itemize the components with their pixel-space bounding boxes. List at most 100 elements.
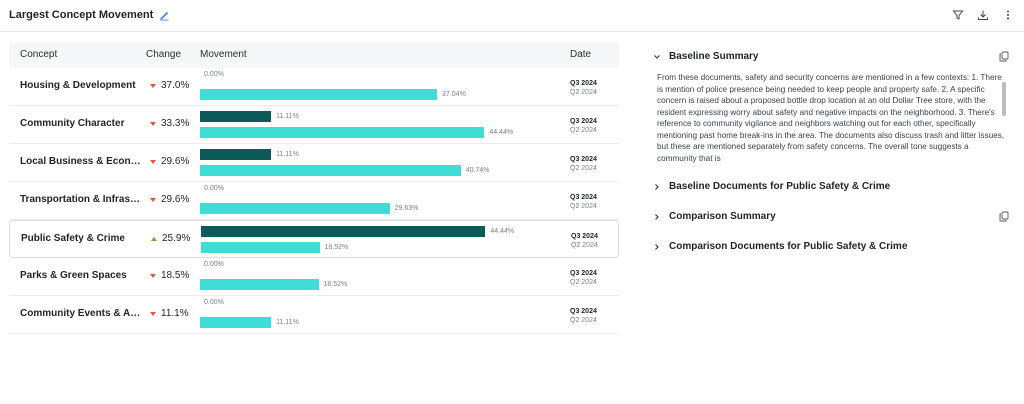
- baseline-summary-text: From these documents, safety and securit…: [657, 73, 1005, 163]
- baseline-bar-label: 0.00%: [204, 185, 224, 192]
- arrow-down-icon: [150, 197, 156, 202]
- concept-name: Community Character: [20, 118, 125, 129]
- date-secondary: Q2 2024: [570, 165, 597, 172]
- chevron-right-icon[interactable]: [653, 183, 661, 191]
- table-row[interactable]: Transportation & Infrastructure 29.6% 0.00…: [9, 182, 619, 220]
- movement-bars: 0.00% 29.63%: [200, 182, 560, 220]
- date-cell: Q3 2024 Q2 2024: [570, 155, 597, 173]
- change-cell: 29.6%: [150, 156, 189, 167]
- comparison-bar-label: 18.52%: [323, 281, 348, 288]
- chevron-right-icon[interactable]: [653, 213, 661, 221]
- movement-bars: 11.11% 40.74%: [200, 144, 560, 182]
- comparison-bar[interactable]: [200, 203, 390, 214]
- baseline-summary-section[interactable]: Baseline Summary: [644, 42, 1016, 72]
- change-cell: 29.6%: [150, 194, 189, 205]
- movement-bars: 0.00% 11.11%: [200, 296, 560, 334]
- date-cell: Q3 2024 Q2 2024: [570, 117, 597, 135]
- change-value: 11.1%: [161, 308, 189, 319]
- table-row[interactable]: Community Events & Activities 11.1% 0.00% 1…: [9, 296, 619, 334]
- pencil-icon[interactable]: [159, 10, 170, 21]
- table-row[interactable]: Public Safety & Crime 25.9% 44.44% 18.52% Q3…: [9, 220, 619, 258]
- change-cell: 25.9%: [151, 233, 190, 244]
- concept-name: Transportation & Infrastructure: [20, 194, 142, 205]
- baseline-bar-label: 11.11%: [276, 113, 299, 120]
- widget-title: Largest Concept Movement: [9, 9, 154, 21]
- comparison-summary-section[interactable]: Comparison Summary: [644, 202, 1016, 232]
- movement-bars: 44.44% 18.52%: [201, 221, 561, 259]
- baseline-bar-label: 44.44%: [490, 228, 515, 235]
- copy-icon[interactable]: [999, 211, 1009, 222]
- comparison-summary-title[interactable]: Comparison Summary: [669, 211, 776, 222]
- arrow-down-icon: [150, 121, 156, 126]
- widget-header: Largest Concept Movement: [0, 0, 1024, 32]
- column-header-movement[interactable]: Movement: [200, 49, 247, 60]
- date-cell: Q3 2024 Q2 2024: [570, 307, 597, 325]
- baseline-bar[interactable]: [201, 226, 486, 237]
- title-wrap: Largest Concept Movement: [9, 9, 170, 21]
- header-actions: [952, 9, 1014, 21]
- date-primary: Q3 2024: [570, 308, 597, 315]
- baseline-bar-label: 11.11%: [276, 151, 299, 158]
- date-primary: Q3 2024: [570, 156, 597, 163]
- arrow-down-icon: [150, 159, 156, 164]
- chevron-right-icon[interactable]: [653, 243, 661, 251]
- table-row[interactable]: Housing & Development 37.0% 0.00% 37.04% Q3 …: [9, 68, 619, 106]
- baseline-bar[interactable]: [200, 111, 272, 122]
- baseline-summary-title[interactable]: Baseline Summary: [669, 51, 759, 62]
- column-header-change[interactable]: Change: [146, 49, 182, 60]
- movement-bars: 0.00% 18.52%: [200, 258, 560, 296]
- comparison-bar[interactable]: [200, 317, 272, 328]
- table-row[interactable]: Parks & Green Spaces 18.5% 0.00% 18.52% Q3 2…: [9, 258, 619, 296]
- concept-name: Community Events & Activities: [20, 308, 142, 319]
- change-value: 18.5%: [161, 270, 190, 281]
- table-row[interactable]: Community Character 33.3% 11.11% 44.44% Q3 2…: [9, 106, 619, 144]
- column-header-concept[interactable]: Concept: [20, 49, 58, 60]
- date-cell: Q3 2024 Q2 2024: [570, 269, 597, 287]
- more-vertical-icon[interactable]: [1002, 9, 1014, 21]
- comparison-documents-section[interactable]: Comparison Documents for Public Safety &…: [644, 232, 1016, 262]
- comparison-bar[interactable]: [200, 127, 485, 138]
- comparison-bar-label: 11.11%: [276, 319, 299, 326]
- movement-bars: 0.00% 37.04%: [200, 68, 560, 106]
- comparison-documents-title[interactable]: Comparison Documents for Public Safety &…: [669, 241, 908, 252]
- change-value: 25.9%: [162, 233, 191, 244]
- baseline-bar[interactable]: [200, 149, 272, 160]
- comparison-bar[interactable]: [201, 242, 320, 253]
- comparison-bar[interactable]: [200, 89, 438, 100]
- baseline-documents-title[interactable]: Baseline Documents for Public Safety & C…: [669, 181, 891, 192]
- concept-name: Housing & Development: [20, 80, 136, 91]
- date-primary: Q3 2024: [571, 233, 598, 240]
- table-header: Concept Change Movement Date: [9, 42, 619, 68]
- detail-panel: Baseline Summary From these documents, s…: [644, 42, 1016, 262]
- summary-scrollbar[interactable]: [1002, 82, 1006, 116]
- comparison-bar[interactable]: [200, 165, 461, 176]
- date-cell: Q3 2024 Q2 2024: [570, 193, 597, 211]
- download-icon[interactable]: [977, 9, 989, 21]
- arrow-down-icon: [150, 83, 156, 88]
- date-primary: Q3 2024: [570, 80, 597, 87]
- baseline-bar-label: 0.00%: [204, 71, 224, 78]
- table-row[interactable]: Local Business & Economy 29.6% 11.11% 40.74…: [9, 144, 619, 182]
- copy-icon[interactable]: [999, 51, 1009, 62]
- comparison-bar-label: 40.74%: [465, 167, 490, 174]
- comparison-bar-label: 18.52%: [324, 244, 349, 251]
- date-secondary: Q2 2024: [570, 127, 597, 134]
- concept-name: Local Business & Economy: [20, 156, 142, 167]
- baseline-bar-label: 0.00%: [204, 261, 224, 268]
- comparison-bar[interactable]: [200, 279, 319, 290]
- date-primary: Q3 2024: [570, 194, 597, 201]
- baseline-documents-section[interactable]: Baseline Documents for Public Safety & C…: [644, 172, 1016, 202]
- chevron-down-icon[interactable]: [653, 53, 661, 61]
- baseline-bar-label: 0.00%: [204, 299, 224, 306]
- date-primary: Q3 2024: [570, 270, 597, 277]
- filter-icon[interactable]: [952, 9, 964, 21]
- date-secondary: Q2 2024: [570, 279, 597, 286]
- date-secondary: Q2 2024: [570, 317, 597, 324]
- comparison-bar-label: 44.44%: [489, 129, 514, 136]
- change-value: 29.6%: [161, 156, 190, 167]
- change-cell: 18.5%: [150, 270, 189, 281]
- date-cell: Q3 2024 Q2 2024: [570, 79, 597, 97]
- change-value: 37.0%: [161, 80, 190, 91]
- column-header-date[interactable]: Date: [570, 49, 592, 60]
- change-cell: 11.1%: [150, 308, 189, 319]
